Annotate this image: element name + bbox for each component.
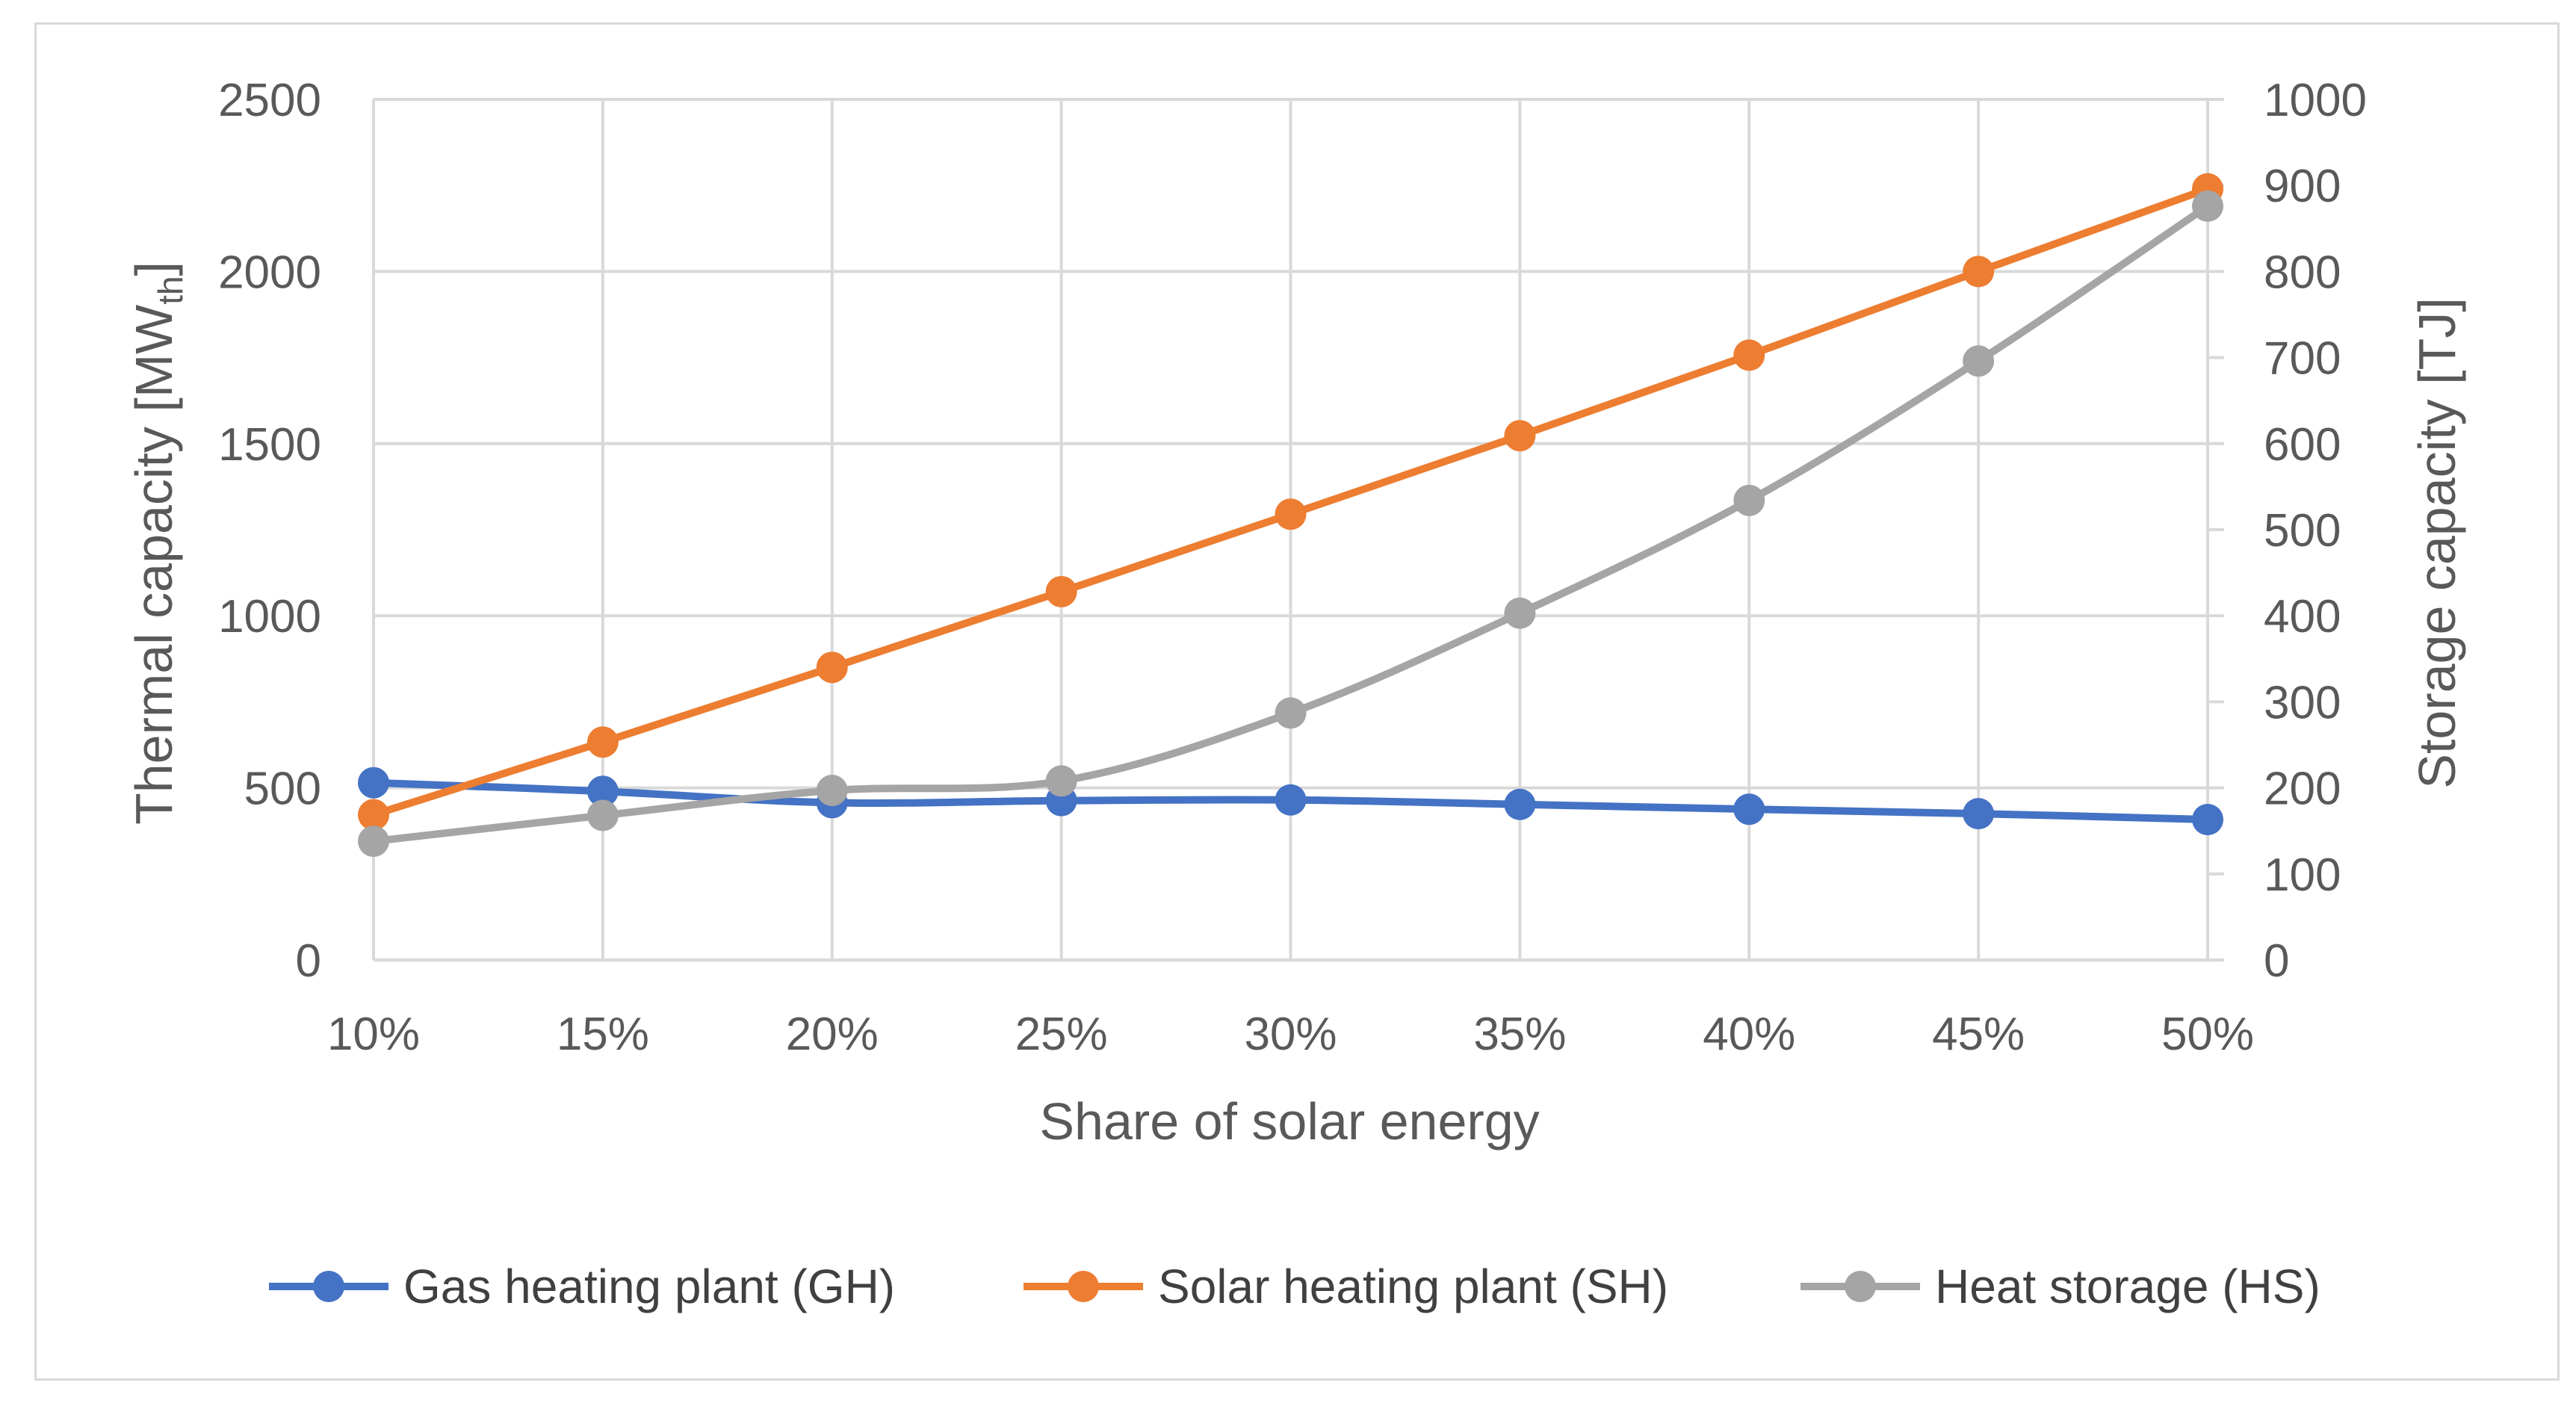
axis-ticks: 0 500 1000 1500 2000 2500 0 100 200 300 400 500 600 7… (218, 75, 2367, 1060)
y2-tick-label: 500 (2264, 505, 2341, 557)
legend-item: Solar heating plant (SH) (1024, 1260, 1668, 1313)
data-point (1733, 793, 1765, 826)
y-tick-label: 0 (296, 935, 321, 987)
y2-tick-label: 600 (2264, 419, 2341, 471)
y2-tick-label: 900 (2264, 161, 2341, 212)
data-point (816, 651, 848, 684)
data-point (1504, 788, 1536, 820)
x-tick-label: 30% (1244, 1009, 1337, 1060)
data-point (1275, 498, 1307, 530)
y2-tick-label: 0 (2264, 935, 2289, 987)
data-point (586, 726, 619, 758)
y-tick-label: 2500 (218, 75, 321, 126)
legend-marker (1845, 1271, 1876, 1302)
legend-item: Gas heating plant (GH) (269, 1260, 895, 1313)
data-point (586, 799, 619, 832)
data-point (1733, 339, 1765, 371)
y2-axis-title: Storage capacity [TJ] (2408, 297, 2466, 789)
series-line (370, 202, 2211, 846)
data-point (1275, 697, 1307, 729)
data-point (2192, 803, 2223, 835)
data-point (1963, 345, 1995, 377)
legend-label: Heat storage (HS) (1935, 1260, 2320, 1313)
y2-tick-label: 700 (2264, 333, 2341, 385)
y-axis-title: Thermal capacity [MWth] (125, 261, 190, 825)
legend-item: Heat storage (HS) (1801, 1260, 2320, 1313)
data-point (1733, 484, 1765, 516)
y2-tick-label: 400 (2264, 591, 2341, 642)
y-axis-title-subscript: th (151, 276, 190, 304)
x-tick-label: 15% (557, 1009, 649, 1060)
series-0 (358, 767, 2223, 835)
data-point (1504, 597, 1536, 629)
legend-label: Gas heating plant (GH) (403, 1260, 895, 1313)
series-1 (358, 173, 2223, 831)
x-tick-label: 40% (1703, 1009, 1795, 1060)
y-axis-title-end: ] (125, 261, 183, 276)
legend-marker (313, 1271, 344, 1302)
grid-lines (372, 98, 2224, 961)
series-layer (358, 173, 2223, 858)
y-tick-label: 2000 (218, 247, 321, 298)
y2-tick-label: 100 (2264, 849, 2341, 901)
legend-marker (1068, 1271, 1099, 1302)
x-tick-label: 10% (327, 1009, 420, 1060)
y2-tick-label: 1000 (2264, 75, 2367, 126)
x-tick-label: 25% (1015, 1009, 1108, 1060)
y-tick-label: 1000 (218, 591, 321, 642)
y2-tick-label: 800 (2264, 247, 2341, 298)
x-tick-label: 20% (786, 1009, 879, 1060)
y-axis-title-main: Thermal capacity [MW (125, 305, 183, 825)
legend: Gas heating plant (GH) Solar heating plan… (269, 1260, 2320, 1313)
data-point (1045, 575, 1077, 607)
x-tick-label: 35% (1473, 1009, 1566, 1060)
data-point (358, 799, 389, 831)
series-2 (358, 190, 2223, 858)
data-point (816, 775, 848, 807)
data-point (1963, 256, 1995, 288)
legend-label: Solar heating plant (SH) (1158, 1260, 1668, 1313)
x-axis-title: Share of solar energy (1039, 1092, 1539, 1151)
y-tick-label: 500 (244, 764, 321, 815)
data-point (2192, 190, 2223, 222)
x-tick-label: 50% (2161, 1009, 2254, 1060)
data-point (1963, 798, 1995, 830)
data-point (1275, 784, 1307, 816)
y2-tick-label: 300 (2264, 677, 2341, 728)
data-point (1045, 765, 1077, 797)
y2-tick-label: 200 (2264, 764, 2341, 815)
data-point (358, 826, 389, 858)
data-point (358, 767, 389, 799)
x-tick-label: 45% (1932, 1009, 2025, 1060)
y-tick-label: 1500 (218, 419, 321, 471)
data-point (1504, 420, 1536, 452)
data-point (586, 775, 619, 808)
